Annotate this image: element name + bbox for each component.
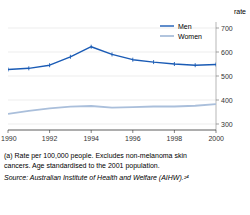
x-tick <box>8 130 9 133</box>
series-marker <box>8 68 9 72</box>
footnote: (a) Rate per 100,000 people. Excludes no… <box>4 152 187 160</box>
y-tick <box>216 100 219 101</box>
x-tick-label: 1990 <box>1 135 17 142</box>
series-marker <box>49 63 50 67</box>
y-tick-label: 600 <box>221 49 233 56</box>
y-axis-label: rate <box>234 8 246 15</box>
x-tick-label: 1998 <box>167 135 183 142</box>
y-tick-label: 700 <box>221 25 233 32</box>
legend-swatch <box>160 25 174 26</box>
y-tick-label: 500 <box>221 73 233 80</box>
x-tick <box>174 130 175 133</box>
x-tick <box>216 130 217 133</box>
x-tick <box>91 130 92 133</box>
series-marker <box>195 63 196 67</box>
series-marker <box>174 62 175 66</box>
chart: 300 400 500 600 700 1990 1992 1994 1996 1998 2000 r… <box>0 0 250 215</box>
y-tick <box>216 124 219 125</box>
grid-line <box>8 124 216 125</box>
plot-area <box>8 45 216 114</box>
grid <box>8 28 216 124</box>
x-tick-label: 1992 <box>42 135 58 142</box>
grid-line <box>8 76 216 77</box>
x-tick-label: 1996 <box>125 135 141 142</box>
legend-label: Men <box>178 23 192 30</box>
legend: Men Women <box>160 23 202 40</box>
series-marker <box>28 66 29 70</box>
x-tick <box>132 130 133 133</box>
legend-label: Women <box>178 33 202 40</box>
x-tick-label: 2000 <box>208 135 224 142</box>
x-tick-label: 1994 <box>83 135 99 142</box>
x-axis <box>8 130 216 131</box>
series-marker <box>112 52 113 56</box>
grid-line <box>8 52 216 53</box>
series-line <box>8 47 216 70</box>
series-marker <box>216 62 217 66</box>
y-tick-label: 300 <box>221 121 233 128</box>
series-marker <box>70 55 71 59</box>
series-marker <box>91 45 92 49</box>
x-tick <box>49 130 50 133</box>
y-tick-label: 400 <box>221 97 233 104</box>
series-marker <box>132 58 133 62</box>
legend-swatch <box>160 35 174 37</box>
series-line <box>8 104 216 114</box>
y-tick <box>216 76 219 77</box>
series-marker <box>153 60 154 64</box>
source-note: Source: Australian Institute of Health a… <box>4 174 189 182</box>
footnote: cancers. Age standardised to the 2001 po… <box>4 162 160 170</box>
grid-line <box>8 100 216 101</box>
y-axis <box>216 22 217 130</box>
y-tick <box>216 28 219 29</box>
y-tick <box>216 52 219 53</box>
